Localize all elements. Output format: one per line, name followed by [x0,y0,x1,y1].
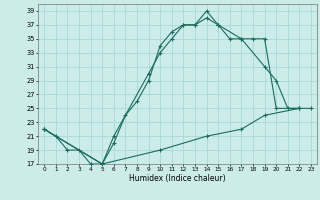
X-axis label: Humidex (Indice chaleur): Humidex (Indice chaleur) [129,174,226,183]
